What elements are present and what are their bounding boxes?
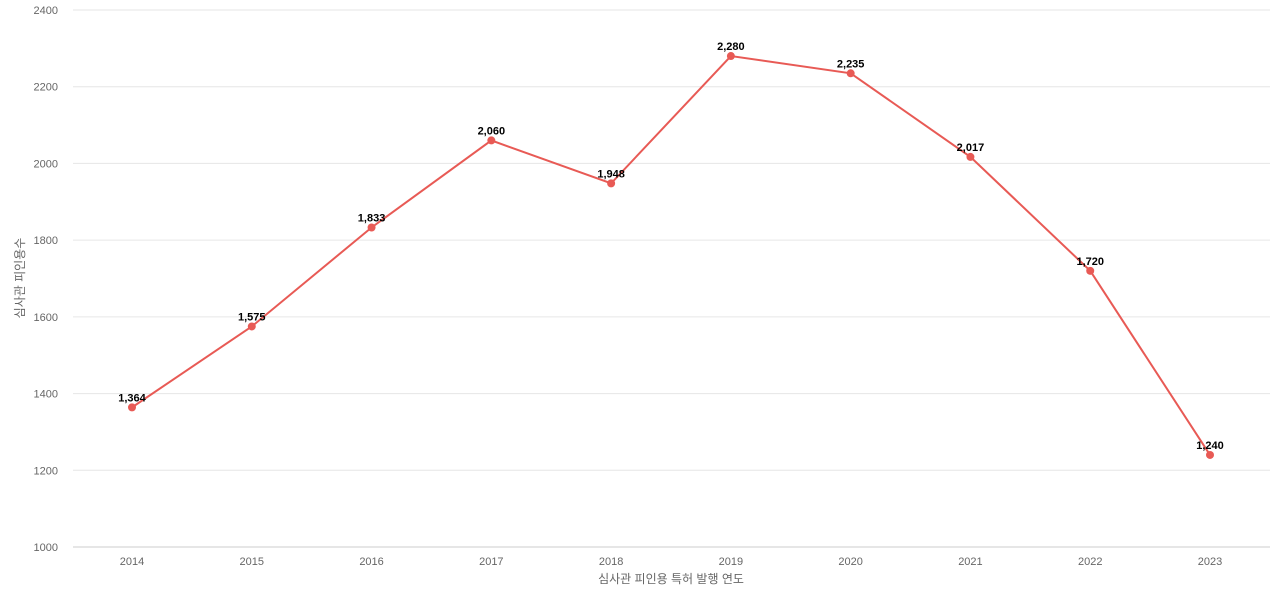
series-line xyxy=(131,54,1211,456)
data-point xyxy=(726,52,735,61)
x-tick-label: 2014 xyxy=(120,556,144,568)
x-tick-label: 2020 xyxy=(838,556,862,568)
data-label: 1,720 xyxy=(1076,256,1104,268)
y-tick-label: 1400 xyxy=(34,389,58,401)
data-label: 1,948 xyxy=(597,168,625,180)
data-label: 2,280 xyxy=(717,41,745,53)
y-tick-label: 2200 xyxy=(34,82,58,94)
data-point xyxy=(487,136,496,145)
data-points xyxy=(128,52,1214,459)
x-tick-label: 2016 xyxy=(359,556,383,568)
y-axis-ticks: 1000 1200 1400 1600 1800 2000 2200 2400 xyxy=(34,5,58,554)
gridlines xyxy=(73,9,1270,471)
x-tick-label: 2019 xyxy=(719,556,743,568)
y-tick-label: 2400 xyxy=(34,5,58,17)
y-tick-label: 1600 xyxy=(34,312,58,324)
x-axis-title: 심사관 피인용 특허 발행 연도 xyxy=(598,571,744,586)
data-point xyxy=(966,152,975,161)
y-tick-label: 1200 xyxy=(34,465,58,477)
data-point xyxy=(367,223,376,232)
data-label: 1,240 xyxy=(1196,440,1224,452)
x-tick-label: 2023 xyxy=(1198,556,1222,568)
data-labels: 1,364 1,575 1,833 2,060 1,948 2,280 2,235 2,017… xyxy=(118,41,1224,452)
y-axis-title: 심사관 피인용수 xyxy=(13,238,27,319)
y-tick-label: 1800 xyxy=(34,235,58,247)
data-point xyxy=(247,322,256,331)
data-label: 2,235 xyxy=(837,58,865,70)
data-point xyxy=(607,179,616,188)
data-point xyxy=(1206,450,1214,459)
y-tick-label: 1000 xyxy=(34,542,58,554)
x-axis-ticks: 2014 2015 2016 2017 2018 2019 2020 2021 2022 2023 xyxy=(120,556,1222,568)
x-tick-label: 2015 xyxy=(240,556,264,568)
data-label: 1,364 xyxy=(118,392,146,404)
data-label: 2,017 xyxy=(957,142,985,154)
y-tick-label: 2000 xyxy=(34,158,58,170)
x-tick-label: 2018 xyxy=(599,556,623,568)
x-tick-label: 2017 xyxy=(479,556,503,568)
x-tick-label: 2021 xyxy=(958,556,982,568)
data-point xyxy=(846,69,855,78)
data-point xyxy=(128,403,136,412)
data-label: 1,575 xyxy=(238,311,266,323)
data-point xyxy=(1086,266,1095,275)
data-label: 1,833 xyxy=(358,212,386,224)
data-label: 2,060 xyxy=(478,125,506,137)
x-tick-label: 2022 xyxy=(1078,556,1102,568)
